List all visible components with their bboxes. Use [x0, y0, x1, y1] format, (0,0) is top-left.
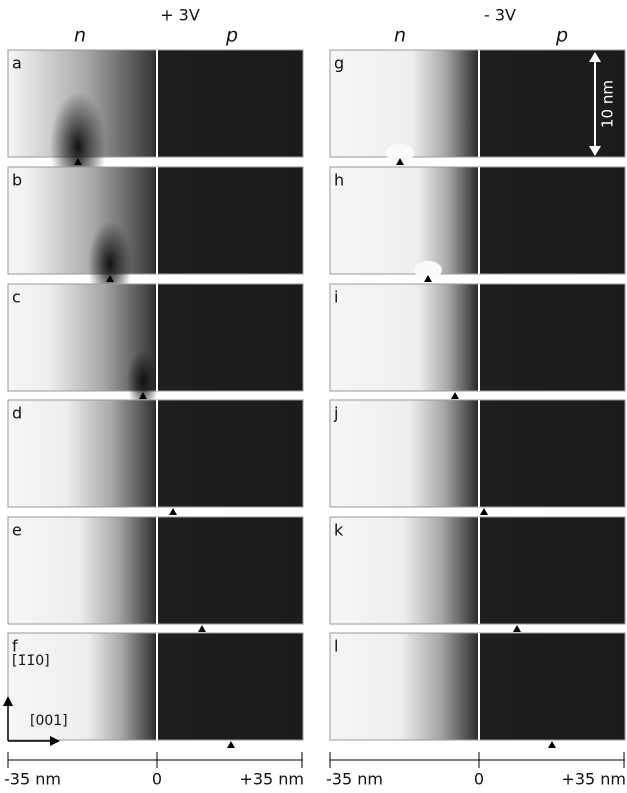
tip-marker [451, 392, 459, 399]
scale-label: 10 nm [599, 80, 617, 128]
tip-field [386, 144, 414, 162]
contour-panel [7, 166, 304, 275]
region-label: n [394, 25, 406, 47]
panel-label: c [12, 288, 21, 307]
panel-label: h [334, 171, 344, 190]
panels: a b c d e f g h i j k l [7, 49, 626, 748]
panel-label: d [12, 404, 22, 423]
tip-marker [480, 508, 488, 515]
x-axis: -35 nm 0 +35 nm -35 nm 0 +35 nm [4, 752, 626, 789]
axis-label: -35 nm [326, 770, 383, 789]
tip-marker [74, 158, 82, 165]
panel-label: j [333, 404, 338, 423]
contour-panel [329, 399, 626, 508]
panel-label: f [12, 637, 18, 656]
contour-panel [329, 283, 626, 392]
axis-label: -35 nm [4, 770, 61, 789]
tip-marker [198, 625, 206, 632]
panel-label: k [334, 521, 344, 540]
region-label: p [225, 25, 238, 47]
axis-label: +35 nm [239, 770, 304, 789]
contour-panel [7, 632, 304, 741]
tip-marker [548, 741, 556, 748]
contour-panel [329, 516, 626, 625]
scale-bar: 10 nm [589, 52, 617, 156]
panel-label: b [12, 171, 22, 190]
tip-marker [513, 625, 521, 632]
contour-panel [7, 516, 304, 625]
panel-label: i [334, 288, 338, 307]
tip-field [414, 261, 442, 279]
contour-panel [7, 399, 304, 508]
direction-label: [001] [30, 713, 68, 729]
tip-marker [227, 741, 235, 748]
tip-marker [396, 158, 404, 165]
region-label: p [555, 25, 568, 47]
panel-label: g [334, 54, 344, 73]
region-label: n [74, 25, 86, 47]
bias-label: + 3V [160, 6, 200, 25]
direction-label: [1̄1̄0] [12, 653, 50, 669]
panel-label: l [334, 637, 338, 656]
bias-label: - 3V [484, 6, 516, 25]
tip-marker [139, 392, 147, 399]
axis-label: 0 [474, 770, 484, 789]
tip-marker [424, 275, 432, 282]
tip-marker [106, 275, 114, 282]
orientation: [1̄1̄0] [001] [3, 653, 68, 746]
contour-panel [329, 632, 626, 741]
contour-panel [329, 49, 626, 158]
tip-field [127, 350, 159, 412]
panel-label: e [12, 521, 22, 540]
axis-label: 0 [152, 770, 162, 789]
panel-label: a [12, 54, 22, 73]
contour-panel [329, 166, 626, 275]
tip-marker [169, 508, 177, 515]
axis-label: +35 nm [561, 770, 626, 789]
